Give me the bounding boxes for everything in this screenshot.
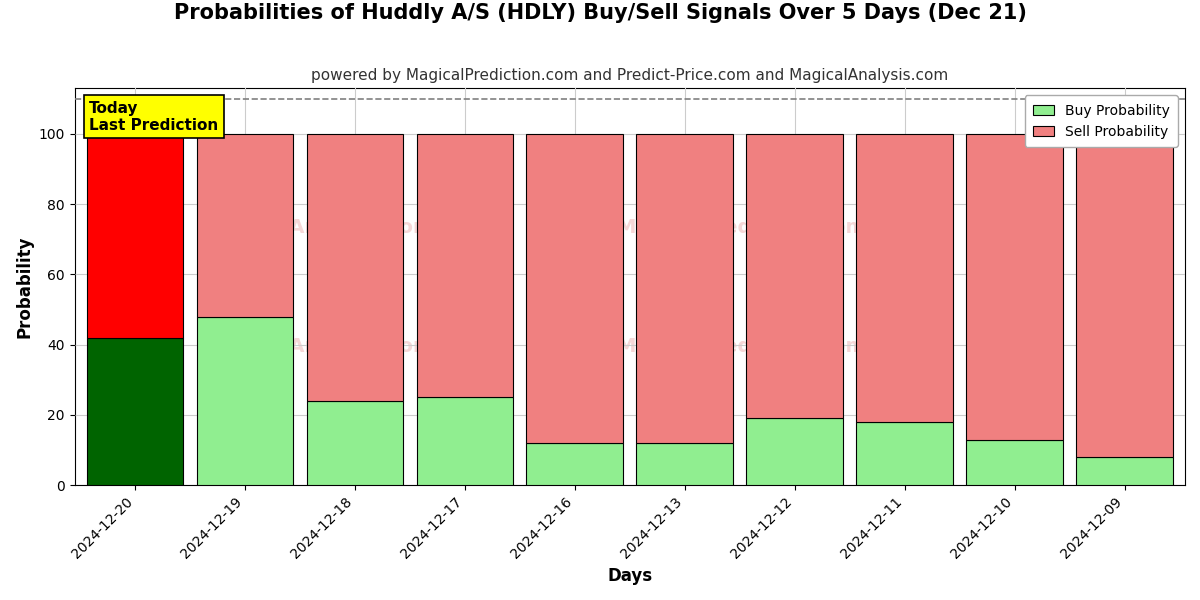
Text: MagicalAnalysis.com: MagicalAnalysis.com: [205, 337, 433, 356]
Bar: [857, 134, 953, 422]
Bar: [857, 422, 953, 485]
Bar: [86, 338, 184, 485]
Bar: [1076, 134, 1172, 457]
Bar: [86, 134, 184, 338]
Bar: [636, 443, 733, 485]
Bar: [307, 134, 403, 401]
Text: MagicalAnalysis.com: MagicalAnalysis.com: [205, 218, 433, 237]
Bar: [966, 440, 1063, 485]
Text: Today
Last Prediction: Today Last Prediction: [89, 101, 218, 133]
Y-axis label: Probability: Probability: [16, 235, 34, 338]
Bar: [416, 134, 514, 397]
Bar: [527, 134, 623, 443]
Bar: [746, 418, 844, 485]
Bar: [636, 134, 733, 443]
Bar: [746, 134, 844, 418]
Bar: [197, 317, 294, 485]
Text: Probabilities of Huddly A/S (HDLY) Buy/Sell Signals Over 5 Days (Dec 21): Probabilities of Huddly A/S (HDLY) Buy/S…: [174, 3, 1026, 23]
Text: MagicalPrediction.com: MagicalPrediction.com: [616, 218, 865, 237]
Bar: [966, 134, 1063, 440]
Bar: [307, 401, 403, 485]
Bar: [197, 134, 294, 317]
Legend: Buy Probability, Sell Probability: Buy Probability, Sell Probability: [1025, 95, 1178, 147]
Title: powered by MagicalPrediction.com and Predict-Price.com and MagicalAnalysis.com: powered by MagicalPrediction.com and Pre…: [311, 68, 948, 83]
Bar: [416, 397, 514, 485]
Bar: [1076, 457, 1172, 485]
X-axis label: Days: Days: [607, 567, 653, 585]
Text: MagicalPrediction.com: MagicalPrediction.com: [616, 337, 865, 356]
Bar: [527, 443, 623, 485]
